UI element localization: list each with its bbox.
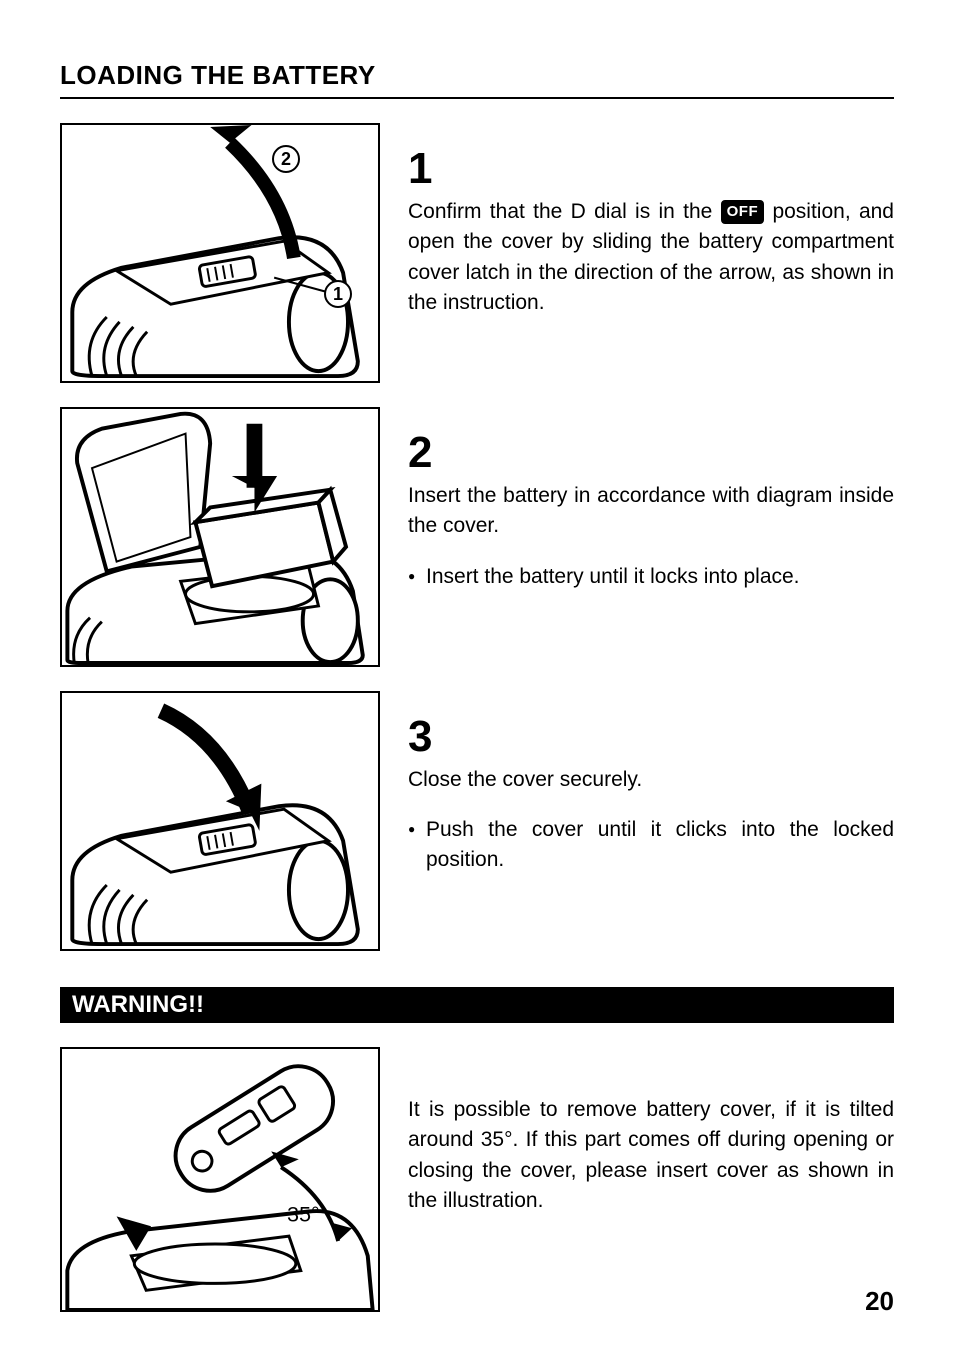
page-number: 20 — [865, 1286, 894, 1317]
warning-text: It is possible to remove battery cover, … — [408, 1047, 894, 1217]
warning-row: 35° It is possible to remove battery cov… — [60, 1047, 894, 1312]
step-3-number: 3 — [408, 715, 894, 759]
step-2-text: Insert the battery in accordance with di… — [408, 481, 894, 542]
step-2-bullets: Insert the battery until it locks into p… — [408, 562, 894, 591]
callout-1: 1 — [324, 280, 352, 308]
step-2-illustration — [60, 407, 380, 667]
step-3-bullets: Push the cover until it clicks into the … — [408, 815, 894, 874]
off-badge-icon: OFF — [721, 200, 765, 224]
step-2-bullet-1: Insert the battery until it locks into p… — [408, 562, 894, 591]
step-1-illustration: 1 2 — [60, 123, 380, 383]
step-1-text: Confirm that the D dial is in the OFF po… — [408, 197, 894, 319]
step-1-text-pre: Confirm that the D dial is in the — [408, 200, 721, 223]
step-3-bullet-1: Push the cover until it clicks into the … — [408, 815, 894, 874]
warning-illustration: 35° — [60, 1047, 380, 1312]
step-3-text: Close the cover securely. — [408, 765, 894, 795]
step-1: 1 2 1 Confirm that the D dial is in the … — [60, 123, 894, 383]
warning-heading: WARNING!! — [60, 987, 894, 1023]
step-1-number: 1 — [408, 147, 894, 191]
step-3: 3 Close the cover securely. Push the cov… — [60, 691, 894, 951]
step-3-illustration — [60, 691, 380, 951]
callout-2: 2 — [272, 145, 300, 173]
step-2-number: 2 — [408, 431, 894, 475]
step-2-copy: 2 Insert the battery in accordance with … — [408, 407, 894, 591]
step-1-copy: 1 Confirm that the D dial is in the OFF … — [408, 123, 894, 319]
step-2: 2 Insert the battery in accordance with … — [60, 407, 894, 667]
section-title: LOADING THE BATTERY — [60, 60, 894, 99]
step-3-copy: 3 Close the cover securely. Push the cov… — [408, 691, 894, 874]
manual-page: LOADING THE BATTERY — [0, 0, 954, 1357]
angle-label: 35° — [287, 1201, 320, 1226]
